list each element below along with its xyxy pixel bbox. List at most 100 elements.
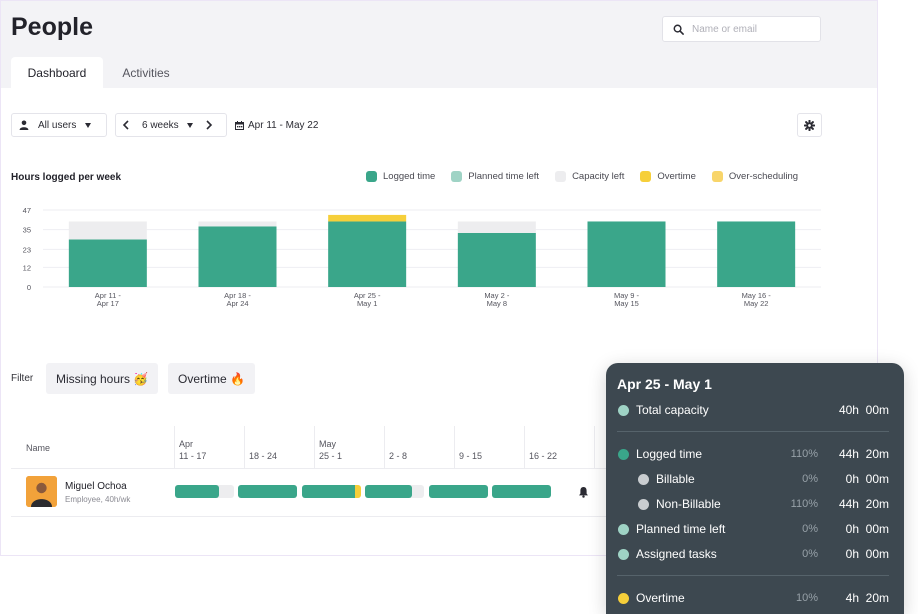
legend-swatch xyxy=(366,171,377,182)
week-column-range: 9 - 15 xyxy=(459,451,483,461)
tooltip-dot xyxy=(618,524,629,535)
tooltip-row-percent: 0% xyxy=(802,473,818,485)
x-tick-label: May 8 xyxy=(487,299,507,308)
week-column-month: Apr xyxy=(179,439,194,449)
bar-capacity-left xyxy=(198,221,277,227)
x-tick-label: May 15 xyxy=(614,299,639,308)
x-tick-label: Apr 18 - xyxy=(224,291,251,300)
legend-item-over-scheduling: Over-scheduling xyxy=(711,171,798,182)
tooltip-dot xyxy=(638,499,649,510)
person-name[interactable]: Miguel Ochoa xyxy=(65,481,127,492)
legend-label: Logged time xyxy=(383,171,436,182)
x-tick-label: May 9 - xyxy=(614,291,640,300)
y-tick-label: 12 xyxy=(23,263,31,272)
week-column-range: 25 - 1 xyxy=(319,451,343,461)
tooltip-row-percent: 110% xyxy=(790,498,818,510)
tooltip-row-label: Planned time left xyxy=(636,522,726,536)
legend-swatch xyxy=(451,171,463,182)
page-header: People Dashboard Activities xyxy=(1,1,877,88)
tooltip-row-value: 0h 00m xyxy=(845,522,889,536)
tooltip-row-percent: 110% xyxy=(790,448,818,460)
search-input[interactable] xyxy=(692,23,812,35)
legend-swatch xyxy=(555,171,567,182)
filter-chip-overtime[interactable]: Overtime 🔥 xyxy=(168,363,255,394)
tooltip-divider xyxy=(617,431,889,432)
calendar-icon xyxy=(235,120,244,130)
timeline-week-logged xyxy=(175,485,219,498)
tooltip-dot xyxy=(618,593,629,604)
bar-logged-time xyxy=(198,226,277,287)
bar-logged-time xyxy=(328,221,407,287)
tab-activities[interactable]: Activities xyxy=(122,65,170,80)
tooltip-row-value: 4h 20m xyxy=(845,591,889,605)
y-tick-label: 23 xyxy=(23,245,31,254)
avatar[interactable] xyxy=(26,476,57,507)
users-dropdown-label: All users xyxy=(38,119,77,131)
legend-swatch xyxy=(640,171,652,182)
filter-chip-missing-hours[interactable]: Missing hours 🥳 xyxy=(46,363,159,394)
column-divider xyxy=(314,426,315,468)
y-tick-label: 0 xyxy=(27,283,31,292)
tooltip-row-label: Billable xyxy=(656,472,695,486)
table-divider xyxy=(11,468,671,469)
users-dropdown[interactable]: All users xyxy=(11,113,107,137)
tooltip-row-label: Non-Billable xyxy=(656,497,721,511)
tooltip-dot xyxy=(638,474,649,485)
tooltip-row-value: 40h 00m xyxy=(838,403,889,417)
weeks-selector[interactable]: 6 weeks xyxy=(115,113,227,137)
chevron-left-icon[interactable] xyxy=(122,120,130,130)
tooltip-title: Apr 25 - May 1 xyxy=(617,376,712,392)
week-column-month: May xyxy=(319,439,337,449)
tooltip-row-percent: 10% xyxy=(795,592,818,604)
page-title: People xyxy=(11,13,93,41)
bell-icon xyxy=(579,487,588,498)
bar-logged-time xyxy=(457,232,536,287)
column-divider xyxy=(454,426,455,468)
x-tick-label: May 1 xyxy=(357,299,377,308)
settings-button[interactable] xyxy=(797,113,822,137)
week-column-range: 2 - 8 xyxy=(389,451,408,461)
chart-legend: Logged time Planned time left Capacity l… xyxy=(366,171,798,182)
date-range[interactable]: Apr 11 - May 22 xyxy=(235,113,318,137)
column-divider xyxy=(174,426,175,468)
x-tick-label: Apr 17 xyxy=(97,299,119,308)
tooltip-row: Non-Billable 110% 44h 20m xyxy=(606,496,904,514)
x-tick-label: Apr 24 xyxy=(226,299,248,308)
notification-bell[interactable] xyxy=(578,485,589,503)
date-range-label: Apr 11 - May 22 xyxy=(248,119,319,131)
person-avatar-icon xyxy=(26,476,57,507)
legend-label: Planned time left xyxy=(468,171,540,182)
bar-logged-time xyxy=(587,221,666,287)
legend-label: Capacity left xyxy=(572,171,625,182)
tooltip-row-label: Assigned tasks xyxy=(636,547,717,561)
tooltip-row: Billable 0% 0h 00m xyxy=(606,471,904,489)
week-column-range: 11 - 17 xyxy=(179,451,207,461)
tooltip-dot xyxy=(618,549,629,560)
tooltip-row: Total capacity 40h 00m xyxy=(606,402,904,420)
tooltip-row-value: 0h 00m xyxy=(845,472,889,486)
tooltip-row-value: 44h 20m xyxy=(838,447,889,461)
y-tick-label: 47 xyxy=(23,206,31,215)
tooltip-row-value: 44h 20m xyxy=(838,497,889,511)
legend-item-capacity-left: Capacity left xyxy=(555,171,624,182)
search-box[interactable] xyxy=(662,16,821,42)
tab-dashboard[interactable]: Dashboard xyxy=(11,57,103,88)
gear-icon xyxy=(804,119,815,131)
x-tick-label: May 22 xyxy=(744,299,769,308)
tooltip-row-label: Overtime xyxy=(636,591,685,605)
tooltip-row-percent: 0% xyxy=(802,548,818,560)
chevron-right-icon[interactable] xyxy=(205,120,213,130)
hours-bar-chart: 0 12 23 35 47 Apr 11 -Apr 17 Apr 18 -Apr 24 Apr… xyxy=(23,206,821,308)
bar-capacity-left xyxy=(68,221,147,240)
timeline-week-overtime xyxy=(355,485,361,498)
bar-overtime xyxy=(328,214,407,222)
column-divider xyxy=(244,426,245,468)
timeline-week-logged xyxy=(238,485,297,498)
weeks-label: 6 weeks xyxy=(142,119,179,131)
tooltip-row-percent: 0% xyxy=(802,523,818,535)
tooltip-row: Planned time left 0% 0h 00m xyxy=(606,521,904,539)
chart-title: Hours logged per week xyxy=(11,172,122,183)
timeline-week-logged xyxy=(429,485,488,498)
tooltip-row: Assigned tasks 0% 0h 00m xyxy=(606,546,904,564)
tooltip-divider xyxy=(617,575,889,576)
